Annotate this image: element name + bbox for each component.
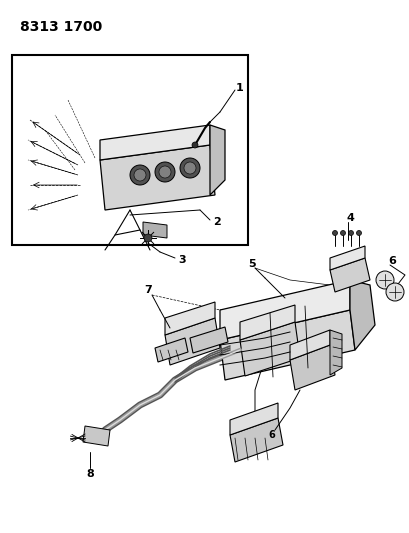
Polygon shape xyxy=(209,125,225,195)
Text: 1: 1 xyxy=(236,83,243,93)
Polygon shape xyxy=(100,145,214,210)
Text: 6: 6 xyxy=(268,430,275,440)
Text: 6: 6 xyxy=(387,256,395,266)
Bar xyxy=(12,55,247,245)
Polygon shape xyxy=(143,222,166,238)
Polygon shape xyxy=(239,305,294,340)
Polygon shape xyxy=(164,318,220,365)
Text: 2: 2 xyxy=(213,217,220,227)
Polygon shape xyxy=(229,403,277,435)
Text: 5: 5 xyxy=(247,259,255,269)
Circle shape xyxy=(348,230,353,236)
Circle shape xyxy=(144,234,152,242)
Polygon shape xyxy=(329,330,341,375)
Polygon shape xyxy=(289,345,334,390)
Text: 4: 4 xyxy=(345,213,353,223)
Polygon shape xyxy=(329,258,369,292)
Circle shape xyxy=(134,169,146,181)
Circle shape xyxy=(332,230,337,236)
Circle shape xyxy=(155,162,175,182)
Circle shape xyxy=(159,166,171,178)
Polygon shape xyxy=(155,338,188,362)
Circle shape xyxy=(375,271,393,289)
Polygon shape xyxy=(229,418,282,462)
Polygon shape xyxy=(164,302,214,335)
Polygon shape xyxy=(189,327,227,353)
Circle shape xyxy=(356,230,361,236)
Polygon shape xyxy=(239,322,299,376)
Text: 7: 7 xyxy=(144,285,151,295)
Polygon shape xyxy=(220,310,354,380)
Text: 3: 3 xyxy=(178,255,185,265)
Polygon shape xyxy=(289,330,329,360)
Circle shape xyxy=(339,230,345,236)
Polygon shape xyxy=(349,280,374,350)
Circle shape xyxy=(184,162,196,174)
Polygon shape xyxy=(83,426,110,446)
Circle shape xyxy=(385,283,403,301)
Polygon shape xyxy=(100,125,209,160)
Circle shape xyxy=(130,165,150,185)
Polygon shape xyxy=(329,246,364,270)
Circle shape xyxy=(180,158,200,178)
Circle shape xyxy=(191,142,198,148)
Text: 8: 8 xyxy=(86,469,94,479)
Text: 8313 1700: 8313 1700 xyxy=(20,20,102,34)
Polygon shape xyxy=(220,280,349,340)
